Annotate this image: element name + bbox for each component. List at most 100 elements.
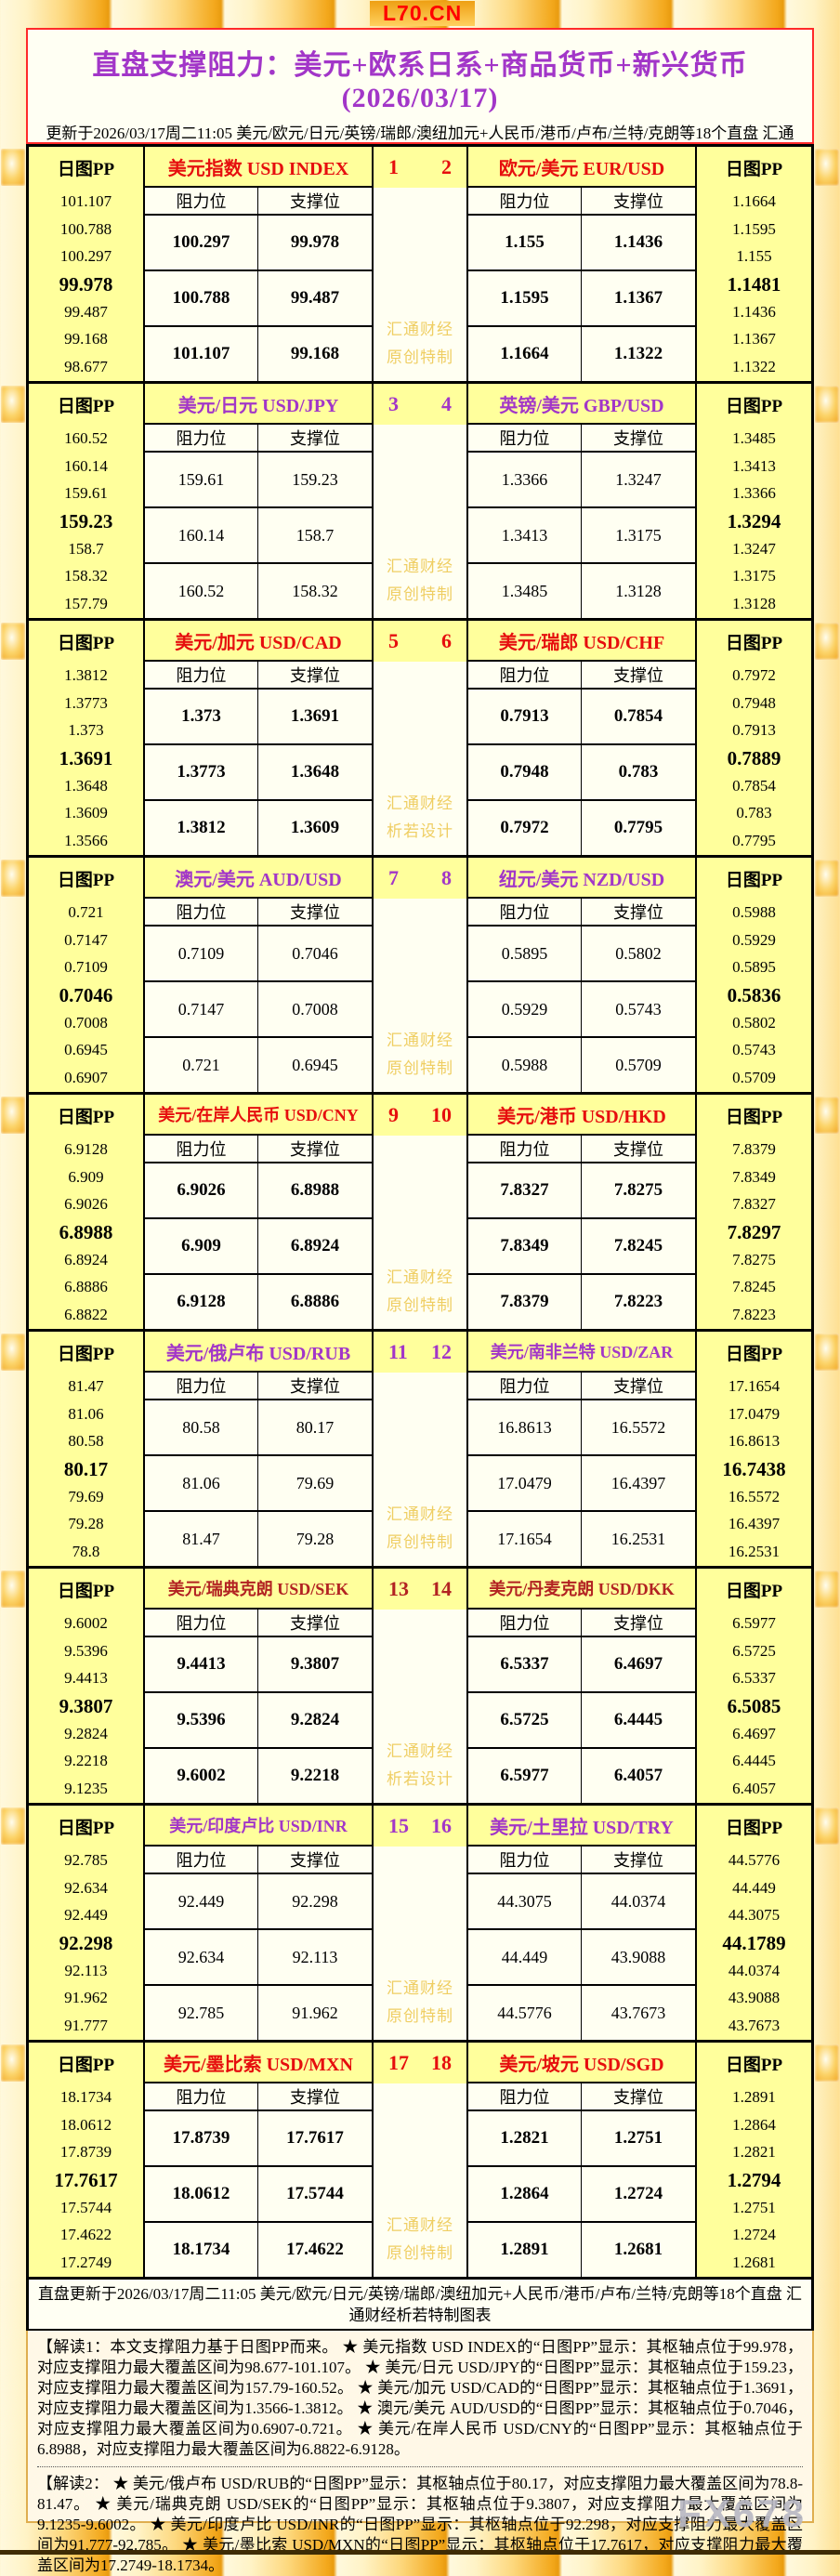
support-value-right: 1.1436 [582, 214, 695, 269]
resistance-header-right: 阻力位 [468, 2083, 582, 2109]
resistance-value-left: 159.61 [145, 451, 258, 506]
support-header-right: 支撑位 [582, 1610, 695, 1636]
pair-numbers: 15 16 [372, 1806, 468, 1847]
pp-value: 9.2218 [64, 1752, 108, 1770]
pp-value: 6.4057 [732, 1780, 776, 1798]
resistance-value-left: 6.9026 [145, 1162, 258, 1217]
pp-value: 1.1322 [732, 358, 776, 376]
brand-watermark-line: 原创特制 [387, 2244, 453, 2262]
pair-number: 16 [431, 1814, 452, 1837]
pp-header-label: 日图PP [725, 1107, 783, 1127]
pp-value: 17.4622 [59, 2226, 112, 2244]
brand-watermark-line: 原创特制 [387, 585, 453, 603]
pp-value: 1.2821 [732, 2143, 776, 2162]
pp-pivot-value: 80.17 [63, 1457, 109, 1480]
pp-header-label: 日图PP [725, 1581, 783, 1601]
pair-number: 6 [441, 629, 452, 652]
support-value-right: 7.8245 [582, 1217, 695, 1273]
currency-block-6: 日图PP 81.47 81.06 80.58 80.17 79.69 79.28 78.8 美元… [29, 1329, 811, 1566]
footer-bar: 直盘更新于2026/03/17周二11:05 美元/欧元/日元/英镑/瑞郎/澳纽… [26, 2280, 814, 2331]
resistance-value-right: 6.5725 [468, 1691, 582, 1747]
center-cell: 汇通财经 析若设计 [372, 662, 468, 855]
center-cell: 汇通财经 原创特制 [372, 188, 468, 381]
support-value-right: 1.3247 [582, 451, 695, 506]
support-header-right: 支撑位 [582, 2083, 695, 2109]
pair-title-left: 美元指数 USD INDEX [145, 147, 372, 188]
support-value-right: 44.0374 [582, 1873, 695, 1928]
pp-column-right: 日图PP 1.1664 1.1595 1.155 1.1481 1.1436 1.1367 1… [695, 147, 811, 381]
pp-value: 6.4697 [732, 1724, 776, 1742]
pp-column-left: 日图PP 9.6002 9.5396 9.4413 9.3807 9.2824 9.2218… [29, 1569, 145, 1803]
pp-value: 92.113 [64, 1961, 108, 1979]
resistance-value-left: 6.9128 [145, 1273, 258, 1329]
pp-value: 98.677 [64, 358, 108, 376]
pp-value: 1.3485 [732, 428, 776, 447]
support-value-right: 16.4397 [582, 1454, 695, 1510]
pp-header-label: 日图PP [57, 2055, 115, 2075]
support-header-right: 支撑位 [582, 1136, 695, 1162]
pp-value: 1.155 [736, 247, 772, 266]
resistance-header-right: 阻力位 [468, 1373, 582, 1399]
support-value-right: 0.7795 [582, 799, 695, 855]
pp-value: 0.5929 [732, 930, 776, 949]
pair-numbers: 9 10 [372, 1095, 468, 1136]
pp-value: 0.7795 [732, 832, 776, 850]
resistance-value-right: 17.0479 [468, 1454, 582, 1510]
resistance-value-right: 16.8613 [468, 1399, 582, 1454]
support-value-left: 1.3691 [258, 688, 372, 743]
support-value-left: 79.28 [258, 1510, 372, 1566]
pp-value: 16.5572 [728, 1487, 781, 1505]
support-value-right: 43.9088 [582, 1928, 695, 1984]
pp-value: 0.5802 [732, 1013, 776, 1032]
support-value-right: 6.4697 [582, 1636, 695, 1691]
support-value-left: 1.3648 [258, 743, 372, 799]
support-header-left: 支撑位 [258, 1373, 372, 1399]
pp-header-label: 日图PP [725, 159, 783, 179]
pp-list: 101.107 100.788 100.297 99.978 99.487 99.168 9… [29, 188, 143, 381]
pp-value: 1.1664 [732, 191, 776, 210]
resistance-header-left: 阻力位 [145, 1136, 258, 1162]
pp-pivot-value: 99.978 [59, 272, 113, 296]
resistance-value-left: 0.7109 [145, 925, 258, 980]
pp-value: 78.8 [72, 1543, 100, 1561]
resistance-value-left: 101.107 [145, 325, 258, 381]
support-value-right: 1.3128 [582, 562, 695, 618]
pp-list: 44.5776 44.449 44.3075 44.1789 44.0374 43.908… [697, 1847, 811, 2040]
pp-value: 0.7972 [732, 665, 776, 684]
pp-list: 1.3485 1.3413 1.3366 1.3294 1.3247 1.3175 1.31… [697, 425, 811, 618]
pp-value: 79.28 [68, 1515, 104, 1533]
pp-pivot-value: 1.3294 [727, 509, 781, 532]
pp-pivot-value: 1.2794 [727, 2168, 781, 2191]
pair-title-left: 美元/日元 USD/JPY [145, 384, 372, 425]
pp-value: 1.2864 [732, 2115, 776, 2134]
support-header-left: 支撑位 [258, 662, 372, 688]
resistance-value-left: 0.721 [145, 1036, 258, 1092]
currency-block-5: 日图PP 6.9128 6.909 6.9026 6.8988 6.8924 6.8886 6… [29, 1092, 811, 1329]
pp-pivot-value: 16.7438 [722, 1457, 786, 1480]
currency-block-7: 日图PP 9.6002 9.5396 9.4413 9.3807 9.2824 9.2218… [29, 1566, 811, 1803]
resistance-value-left: 9.4413 [145, 1636, 258, 1691]
pair-title-left: 美元/瑞典克朗 USD/SEK [145, 1569, 372, 1610]
pp-column-left: 日图PP 1.3812 1.3773 1.373 1.3691 1.3648 1.3609 1… [29, 621, 145, 855]
pp-value: 9.5396 [64, 1641, 108, 1660]
resistance-value-right: 17.1654 [468, 1510, 582, 1566]
support-value-left: 79.69 [258, 1454, 372, 1510]
pp-value: 1.2681 [732, 2254, 776, 2272]
support-value-right: 0.5743 [582, 980, 695, 1036]
pp-pivot-value: 17.7617 [54, 2168, 118, 2191]
edge-ornament-right [815, 623, 839, 660]
pp-header-label: 日图PP [725, 870, 783, 890]
pp-value: 0.7008 [64, 1013, 108, 1032]
center-cell: 汇通财经 原创特制 [372, 1136, 468, 1329]
brand-watermark-line: 析若设计 [387, 822, 453, 840]
resistance-header-right: 阻力位 [468, 188, 582, 214]
pp-pivot-value: 92.298 [59, 1931, 113, 1954]
edge-ornament-left [1, 1334, 25, 1371]
support-value-right: 1.2751 [582, 2109, 695, 2165]
pp-list: 160.52 160.14 159.61 159.23 158.7 158.32 157.7… [29, 425, 143, 618]
support-value-left: 159.23 [258, 451, 372, 506]
pp-pivot-value: 159.23 [59, 509, 113, 532]
pp-value: 1.3566 [64, 832, 108, 850]
